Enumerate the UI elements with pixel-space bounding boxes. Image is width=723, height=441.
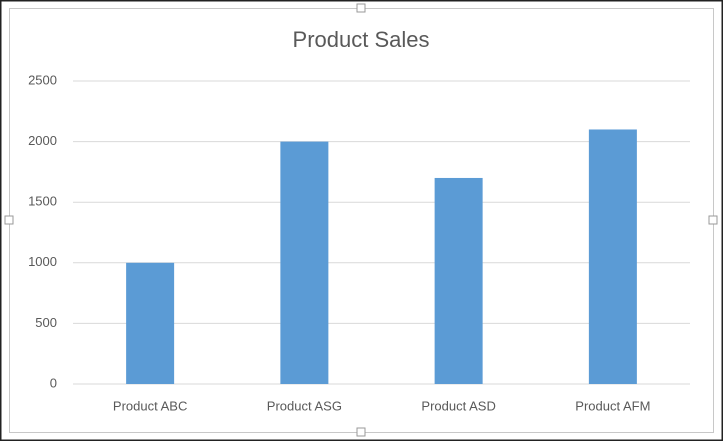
bar: [280, 141, 329, 384]
y-tick-label: 2500: [28, 72, 57, 87]
x-tick-label: Product ASD: [421, 398, 495, 413]
bar: [434, 177, 483, 384]
bar: [588, 129, 637, 384]
handle[interactable]: [356, 427, 366, 437]
y-tick-label: 1500: [28, 194, 57, 209]
y-tick-label: 2000: [28, 133, 57, 148]
y-tick-label: 1000: [28, 254, 57, 269]
y-tick-label: 0: [50, 375, 57, 390]
handle[interactable]: [708, 215, 718, 225]
resize-handles: [4, 3, 718, 437]
chart-title: Product Sales: [293, 27, 430, 52]
x-tick-label: Product ABC: [113, 398, 187, 413]
bar: [126, 262, 175, 384]
handle[interactable]: [4, 215, 14, 225]
y-tick-label: 500: [35, 315, 57, 330]
x-tick-label: Product ASG: [267, 398, 342, 413]
handle[interactable]: [356, 3, 366, 13]
x-tick-label: Product AFM: [575, 398, 650, 413]
